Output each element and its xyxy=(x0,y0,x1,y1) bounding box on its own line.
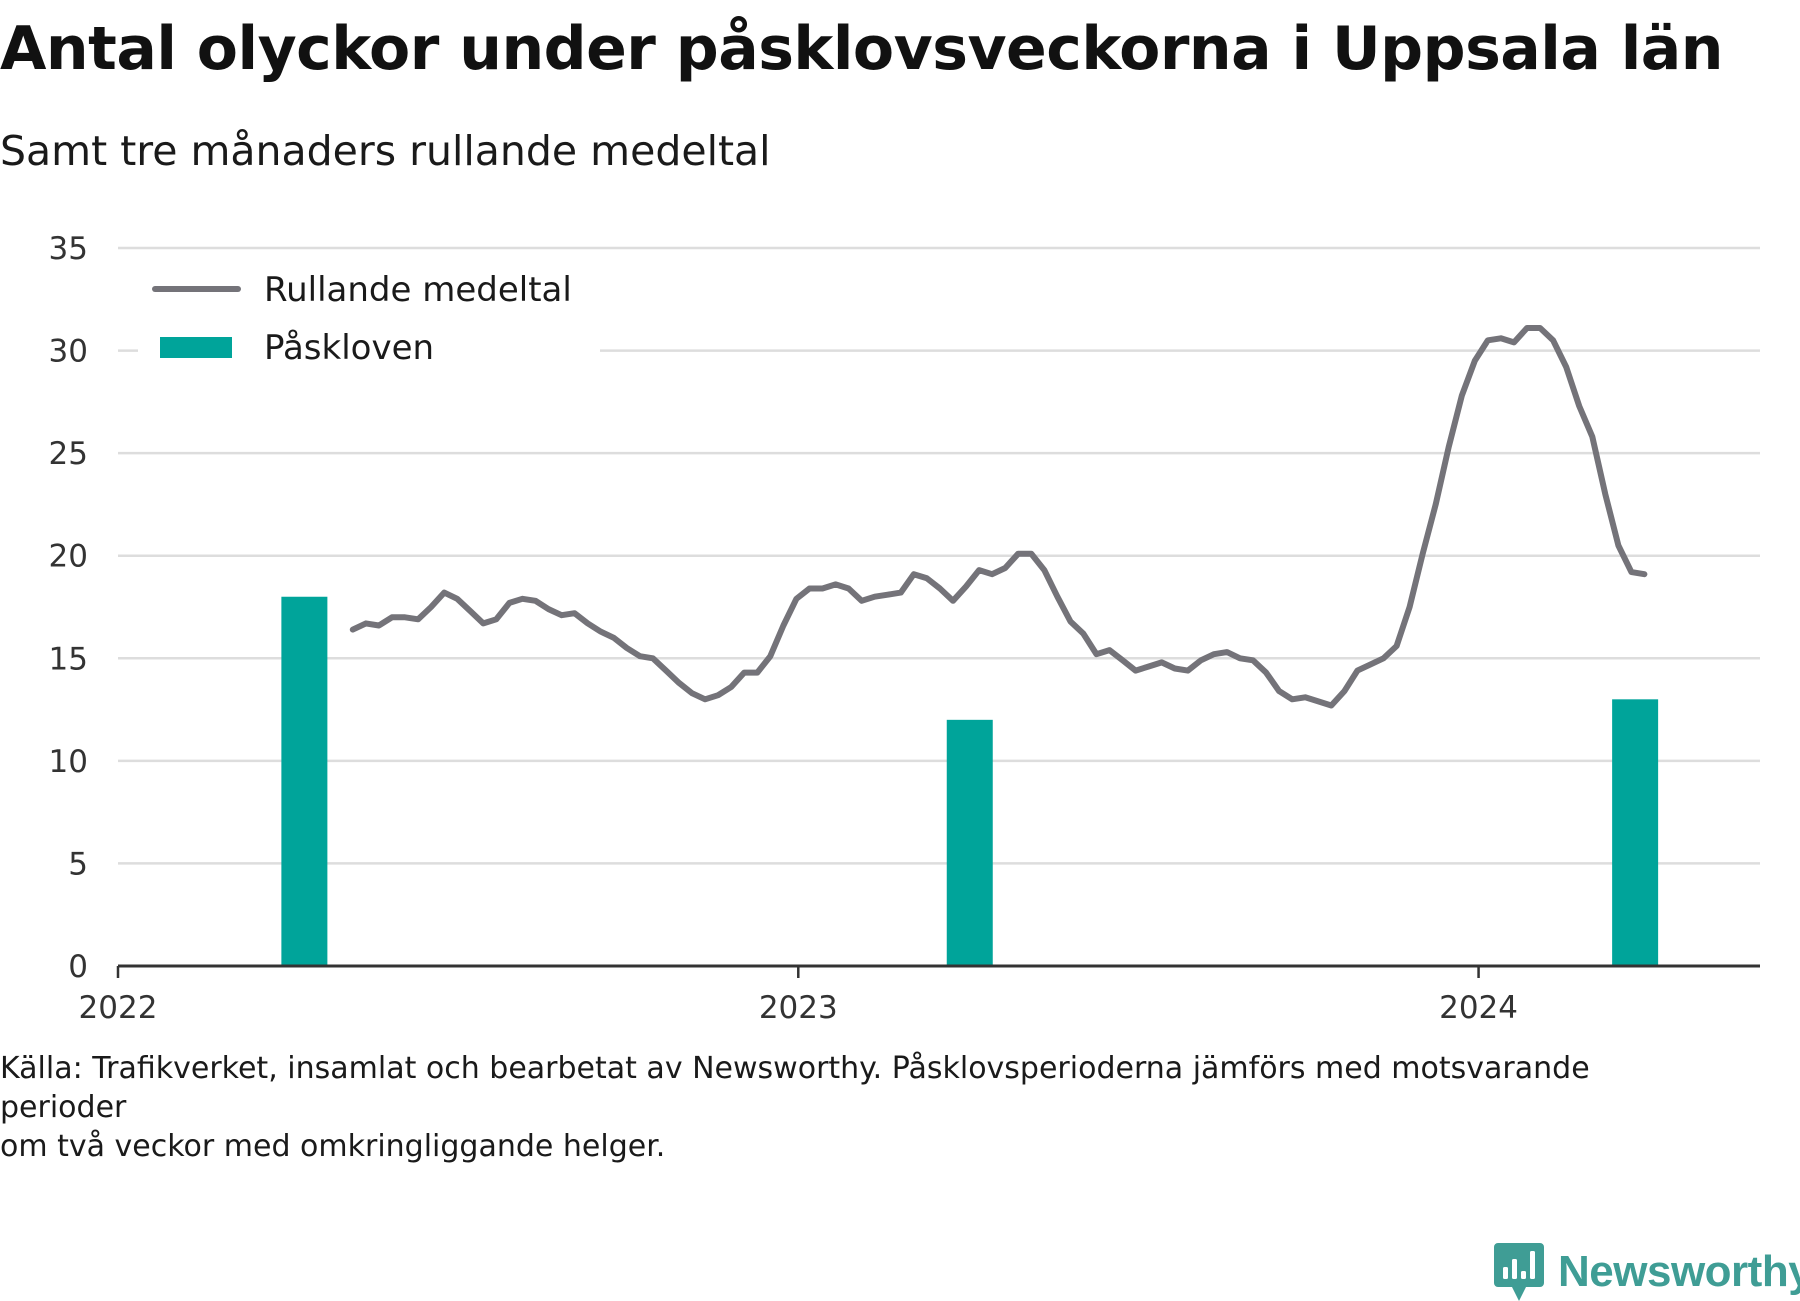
newsworthy-chart-bubble-icon xyxy=(1494,1243,1544,1301)
x-tick-label: 2024 xyxy=(1439,990,1518,1026)
y-tick-label: 10 xyxy=(49,744,88,780)
series-line xyxy=(349,325,1648,709)
chart-subtitle: Samt tre månaders rullande medeltal xyxy=(0,127,771,175)
source-note: Källa: Trafikverket, insamlat och bearbe… xyxy=(0,1051,1590,1164)
legend-label-rullande-medeltal: Rullande medeltal xyxy=(264,270,572,310)
x-axis: 2022 2023 2024 xyxy=(79,964,1760,1026)
y-tick-label: 20 xyxy=(49,539,88,575)
legend: Rullande medeltal Påskloven xyxy=(138,262,600,372)
x-tick-label: 2022 xyxy=(79,990,158,1026)
y-tick-label: 5 xyxy=(68,846,88,882)
y-tick-label: 30 xyxy=(49,334,88,370)
bar xyxy=(1612,699,1659,966)
y-tick-label: 15 xyxy=(49,641,88,677)
x-tick-label: 2023 xyxy=(759,990,838,1026)
line-series-rullande-medeltal xyxy=(349,325,1648,709)
y-tick-label: 0 xyxy=(68,949,88,985)
chart-title: Antal olyckor under påsklovsveckorna i U… xyxy=(0,14,1724,84)
bar xyxy=(281,596,328,966)
y-tick-label: 25 xyxy=(49,436,88,472)
legend-label-paskloven: Påskloven xyxy=(264,328,434,368)
newsworthy-logo-text: Newsworthy xyxy=(1558,1247,1800,1296)
y-tick-label: 35 xyxy=(49,231,88,267)
bar xyxy=(946,719,993,966)
legend-bar-swatch xyxy=(160,337,232,358)
y-axis-ticks: 0 5 10 15 20 25 30 35 xyxy=(49,231,88,985)
bar-series-paskloven xyxy=(281,596,1659,966)
chart-area: 2022 2023 2024 0 5 10 15 20 25 30 35 Rullande med… xyxy=(49,231,1760,1026)
newsworthy-logo: Newsworthy xyxy=(1494,1243,1800,1301)
